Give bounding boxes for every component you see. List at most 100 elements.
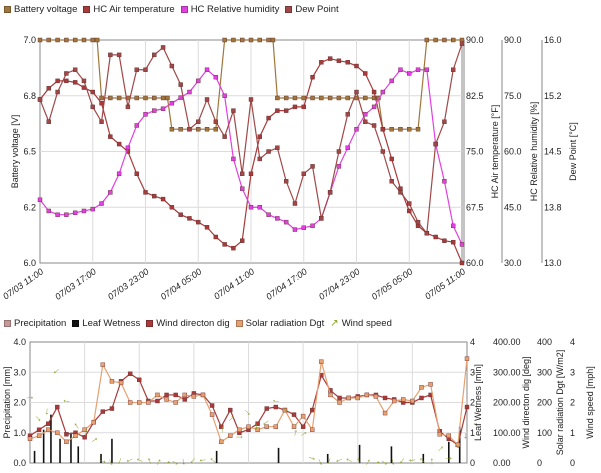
data-point [94, 37, 100, 43]
legend-item-battery-voltage[interactable]: Battery voltage [4, 4, 77, 15]
legend-label: Wind directon dig [156, 318, 230, 329]
data-bar [422, 453, 425, 463]
data-point [218, 424, 224, 429]
data-point [72, 37, 78, 43]
data-point [301, 104, 306, 110]
legend-item-dew-point[interactable]: Dew Point [285, 4, 339, 15]
y-tick-label-precip: 1.0 [13, 428, 26, 438]
data-point [442, 179, 447, 184]
data-bar [215, 450, 218, 463]
data-bar [70, 432, 72, 463]
data-point [300, 424, 306, 429]
data-point [354, 63, 359, 69]
legend-item-leaf-wetness[interactable]: Leaf Wetness [72, 318, 140, 329]
data-point [310, 164, 315, 169]
data-point [415, 126, 421, 132]
legend-item-wind-directon-dig[interactable]: Wind directon dig [146, 318, 230, 329]
wind-arrow: → [461, 430, 473, 441]
legend-item-precipitation[interactable]: Precipitation [4, 318, 66, 329]
data-point [164, 397, 169, 402]
data-point [310, 223, 315, 229]
data-point [328, 392, 333, 398]
series-dew-point [37, 41, 465, 236]
data-point [165, 95, 170, 101]
data-point [64, 432, 69, 437]
data-point [424, 231, 430, 236]
wind-arrow: → [342, 454, 356, 468]
data-point [319, 216, 324, 221]
legend-label: Dew Point [295, 4, 339, 15]
data-point [336, 149, 342, 154]
y-axis-label-precip: Precipitation [mm] [2, 366, 12, 438]
data-point [155, 392, 160, 398]
legend-label: HC Air temperature [93, 4, 175, 15]
data-point [196, 126, 201, 132]
data-point [240, 171, 245, 177]
data-bar [447, 441, 450, 463]
wind-arrow: → [425, 456, 436, 466]
data-point [204, 225, 210, 230]
data-point [264, 424, 269, 429]
wind-arrow: → [216, 424, 228, 435]
legend-label: Battery voltage [14, 4, 78, 15]
data-point [173, 392, 178, 398]
y-tick-label-wet: 4 [470, 337, 475, 347]
data-point [231, 156, 236, 162]
data-point [363, 95, 368, 101]
data-point [410, 398, 415, 404]
wind-arrow: → [160, 455, 173, 468]
y-axis-label-wind: Wind speed [mph] [585, 366, 595, 439]
y-tick-label-dew: 15.2 [544, 91, 562, 101]
data-point [424, 67, 430, 72]
data-point [152, 95, 157, 101]
y-tick-label-rh: 75.0 [504, 91, 522, 101]
data-point [204, 126, 210, 132]
data-point [213, 126, 219, 132]
data-point [255, 427, 260, 432]
data-point [160, 106, 166, 111]
data-point [248, 37, 254, 43]
data-point [134, 123, 139, 128]
y-tick-label-temp: 90.0 [466, 35, 484, 45]
data-point [371, 89, 377, 95]
data-point [382, 410, 388, 416]
data-point [146, 400, 151, 405]
data-point [91, 419, 96, 425]
data-point [407, 71, 412, 76]
legend-item-hc-air-temperature[interactable]: HC Air temperature [83, 4, 175, 15]
legend-item-wind-speed[interactable]: ↗ Wind speed [330, 318, 392, 329]
y-tick-label-solar: 300 [537, 367, 552, 377]
data-point [451, 67, 456, 72]
data-point [459, 242, 465, 247]
y-tick-label-temp: 75.0 [466, 147, 484, 157]
series-hc-air-temperature [37, 56, 465, 266]
data-point [337, 395, 342, 401]
data-point [46, 421, 51, 426]
data-bar [42, 429, 45, 463]
data-point [442, 119, 447, 124]
data-point [116, 52, 122, 58]
y-tick-label-temp: 67.5 [466, 202, 484, 212]
data-point [82, 427, 87, 432]
y-tick-label-precip: 0.0 [13, 458, 26, 468]
data-point [182, 397, 187, 402]
data-point [164, 392, 169, 398]
data-point [222, 93, 227, 98]
data-point [257, 134, 262, 139]
data-point [160, 196, 166, 202]
data-point [266, 115, 271, 121]
data-point [354, 126, 359, 132]
legend-item-hc-relative-humidity[interactable]: HC Relative humidity [180, 4, 279, 15]
data-point [407, 201, 412, 206]
data-point [380, 89, 386, 95]
data-point [64, 71, 69, 76]
legend-item-solar-radiation-dgt[interactable]: Solar radiation Dgt [235, 318, 324, 329]
data-point [437, 432, 442, 437]
data-point [100, 362, 106, 367]
data-bar [100, 453, 102, 463]
data-point [419, 385, 424, 390]
data-point [415, 219, 421, 225]
data-point [389, 78, 394, 84]
data-point [152, 108, 157, 113]
data-bar [59, 438, 61, 463]
